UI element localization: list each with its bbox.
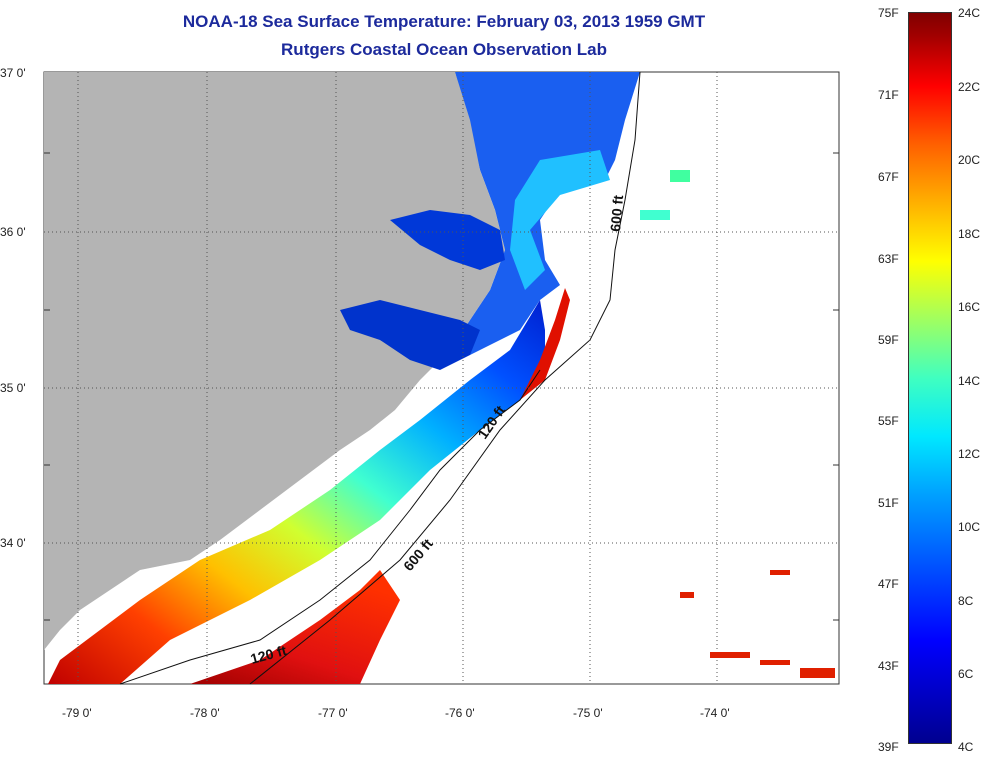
colorbar-c-label: 4C: [958, 740, 974, 754]
lon-label-76: -76 0': [445, 706, 475, 720]
colorbar-c-label: 12C: [958, 447, 981, 461]
lon-label-74: -74 0': [700, 706, 730, 720]
lat-label-36: 36 0': [0, 225, 26, 239]
gulfstream-north: [520, 288, 570, 400]
colorbar-c-label: 24C: [958, 6, 981, 20]
land-mass: [44, 72, 505, 650]
lat-gridlines: [44, 231, 839, 544]
colorbar-c-label: 22C: [958, 80, 981, 94]
colorbar-f-label: 67F: [878, 170, 899, 184]
colorbar-c-label: 14C: [958, 374, 981, 388]
colorbar-c-label: 20C: [958, 153, 981, 167]
cold-coastal-water: [450, 72, 640, 355]
lat-label-35: 35 0': [0, 381, 26, 395]
colorbar-f-label: 47F: [878, 577, 899, 591]
offshore-warm-patches: [640, 170, 835, 678]
albemarle-sound: [340, 300, 480, 370]
colorbar-f-label: 39F: [878, 740, 899, 754]
colorbar-f-label: 71F: [878, 88, 899, 102]
map-title: NOAA-18 Sea Surface Temperature: Februar…: [182, 12, 706, 31]
colorbar-f-label: 55F: [878, 414, 899, 428]
colorbar-f-label: 59F: [878, 333, 899, 347]
colorbar-c-label: 18C: [958, 227, 981, 241]
colorbar-f-label: 75F: [878, 6, 899, 20]
colorbar-c-label: 10C: [958, 520, 981, 534]
lon-label-75: -75 0': [573, 706, 603, 720]
lat-label-37: 37 0': [0, 66, 26, 80]
gulfstream-edge: [190, 570, 400, 684]
colorbar-c-label: 16C: [958, 300, 981, 314]
isobath-600ft: [249, 71, 641, 685]
temperature-colorbar: [908, 12, 952, 744]
map-subtitle: Rutgers Coastal Ocean Observation Lab: [281, 40, 607, 59]
colorbar-c-label: 6C: [958, 667, 974, 681]
colorbar-f-label: 43F: [878, 659, 899, 673]
frame-ticks: [44, 152, 839, 621]
colorbar-f-label: 51F: [878, 496, 899, 510]
lon-label-77: -77 0': [318, 706, 348, 720]
pamlico-sound: [390, 210, 505, 270]
lon-label-78: -78 0': [190, 706, 220, 720]
lat-label-34: 34 0': [0, 536, 26, 550]
warm-shelf-water: [48, 300, 545, 684]
cold-coastal-mid: [510, 150, 610, 290]
isobath-label-600ft-north: 600 ft: [607, 194, 626, 232]
lon-label-79: -79 0': [62, 706, 92, 720]
isobath-120ft: [119, 369, 541, 685]
colorbar-c-label: 8C: [958, 594, 974, 608]
colorbar-f-label: 63F: [878, 252, 899, 266]
